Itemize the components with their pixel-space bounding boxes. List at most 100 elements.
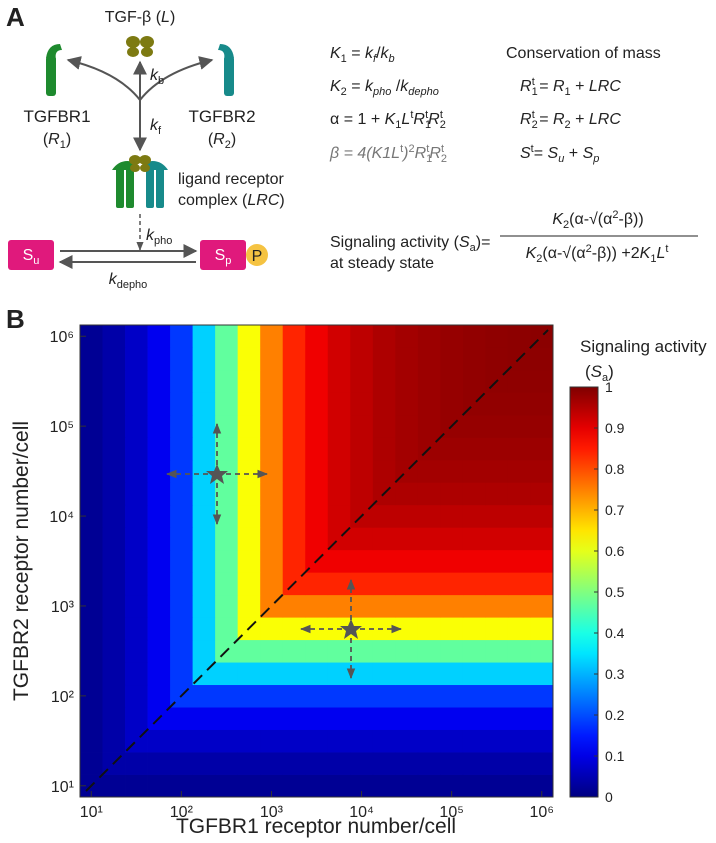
heatmap-cell bbox=[192, 774, 216, 798]
heatmap-cell bbox=[125, 572, 148, 596]
heatmap-cell bbox=[102, 617, 126, 641]
heatmap-cell bbox=[530, 662, 554, 686]
colorbar-title: Signaling activity bbox=[580, 337, 707, 356]
text-part: R bbox=[553, 111, 565, 128]
heatmap-cell bbox=[417, 572, 441, 596]
heatmap-cell bbox=[395, 617, 419, 641]
heatmap-cell bbox=[237, 572, 261, 596]
text-part: -β)) +2 bbox=[592, 245, 640, 262]
text-part: p bbox=[592, 153, 599, 165]
heatmap-cell bbox=[125, 594, 148, 618]
heatmap-cell bbox=[80, 347, 103, 371]
heatmap-cell bbox=[530, 392, 554, 416]
heatmap-cell bbox=[417, 549, 441, 573]
heatmap bbox=[80, 325, 554, 798]
x-axis-label: TGFBR1 receptor number/cell bbox=[176, 815, 456, 838]
heatmap-cell bbox=[260, 752, 284, 775]
heatmap-cell bbox=[462, 504, 486, 528]
text-part: t bbox=[532, 76, 535, 88]
heatmap-cell bbox=[530, 774, 554, 798]
heatmap-cell bbox=[417, 504, 441, 528]
heatmap-cell bbox=[192, 414, 216, 438]
heatmap-cell bbox=[80, 527, 103, 551]
heatmap-cell bbox=[192, 325, 216, 348]
heatmap-cell bbox=[462, 617, 486, 641]
heatmap-cell bbox=[147, 369, 171, 393]
heatmap-cell bbox=[260, 639, 284, 663]
text-part: + bbox=[564, 145, 582, 162]
heatmap-cell bbox=[147, 774, 171, 798]
text-part: K bbox=[640, 245, 652, 262]
heatmap-cell bbox=[440, 504, 464, 528]
heatmap-cell bbox=[305, 572, 329, 596]
heatmap-cell bbox=[237, 684, 261, 708]
heatmap-cell bbox=[237, 527, 261, 551]
heatmap-cell bbox=[80, 662, 103, 686]
signaling-label: at steady state bbox=[330, 255, 434, 272]
text-part: ) bbox=[66, 131, 71, 148]
heatmap-cell bbox=[507, 369, 531, 393]
heatmap-cell bbox=[147, 594, 171, 618]
heatmap-cell bbox=[417, 662, 441, 686]
text-part: ) bbox=[231, 131, 236, 148]
x-tick-label: 10⁵ bbox=[439, 804, 463, 821]
heatmap-cell bbox=[125, 549, 148, 573]
heatmap-cell bbox=[192, 392, 216, 416]
text-part: (α-√(α bbox=[542, 245, 585, 262]
text-part: 2 bbox=[612, 209, 618, 221]
heatmap-cell bbox=[305, 617, 329, 641]
colorbar-scale bbox=[569, 386, 599, 798]
heatmap-cell bbox=[372, 504, 396, 528]
heatmap-cell bbox=[147, 437, 171, 461]
y-tick-label: 10¹ bbox=[51, 779, 74, 796]
heatmap-cell bbox=[282, 527, 306, 551]
heatmap-cell bbox=[305, 707, 329, 730]
ligand-icon bbox=[126, 36, 154, 57]
text-part: 1 bbox=[650, 253, 656, 265]
heatmap-cell bbox=[462, 707, 486, 730]
heatmap-cell bbox=[372, 325, 396, 348]
fraction-numerator: K2(α-√(α2-β)) bbox=[552, 209, 643, 231]
panel-label: A bbox=[6, 2, 25, 32]
heatmap-cell bbox=[530, 752, 554, 775]
plot-frame bbox=[79, 324, 554, 798]
heatmap-cell bbox=[192, 684, 216, 708]
heatmap-cell bbox=[80, 572, 103, 596]
heatmap-cell bbox=[327, 662, 351, 686]
text-part: R bbox=[520, 78, 532, 95]
heatmap-cell bbox=[125, 527, 148, 551]
heatmap-cell bbox=[305, 414, 329, 438]
text-part: k bbox=[109, 271, 118, 288]
substrate-label: Sp bbox=[215, 247, 232, 267]
heatmap-cell bbox=[462, 684, 486, 708]
heatmap-cell bbox=[192, 707, 216, 730]
heatmap-cell bbox=[260, 459, 284, 483]
heatmap-cell bbox=[305, 459, 329, 483]
heatmap-cell bbox=[282, 504, 306, 528]
text-part: t bbox=[425, 109, 428, 121]
heatmap-cell bbox=[485, 347, 509, 371]
heatmap-cell bbox=[440, 774, 464, 798]
heatmap-cell bbox=[80, 684, 103, 708]
heatmap-cell bbox=[237, 437, 261, 461]
phosphate-icon bbox=[246, 244, 268, 266]
heatmap-cell bbox=[170, 707, 194, 730]
heatmap-cell bbox=[440, 527, 464, 551]
heatmap-cell bbox=[170, 437, 194, 461]
text-part: 1 bbox=[426, 153, 432, 165]
heatmap-cell bbox=[372, 392, 396, 416]
heatmap-cell bbox=[170, 729, 194, 753]
heatmap-cell bbox=[327, 684, 351, 708]
heatmap-cell bbox=[192, 752, 216, 775]
heatmap-cell bbox=[530, 459, 554, 483]
text-part: 2 bbox=[441, 153, 447, 165]
heatmap-cell bbox=[507, 572, 531, 596]
heatmap-cell bbox=[80, 752, 103, 775]
heatmap-cell bbox=[192, 617, 216, 641]
heatmap-cell bbox=[350, 459, 374, 483]
heatmap-cell bbox=[215, 729, 239, 753]
heatmap-cell bbox=[170, 414, 194, 438]
heatmap-cell bbox=[417, 729, 441, 753]
text-part: 2 bbox=[586, 243, 592, 255]
heatmap-cell bbox=[237, 482, 261, 506]
